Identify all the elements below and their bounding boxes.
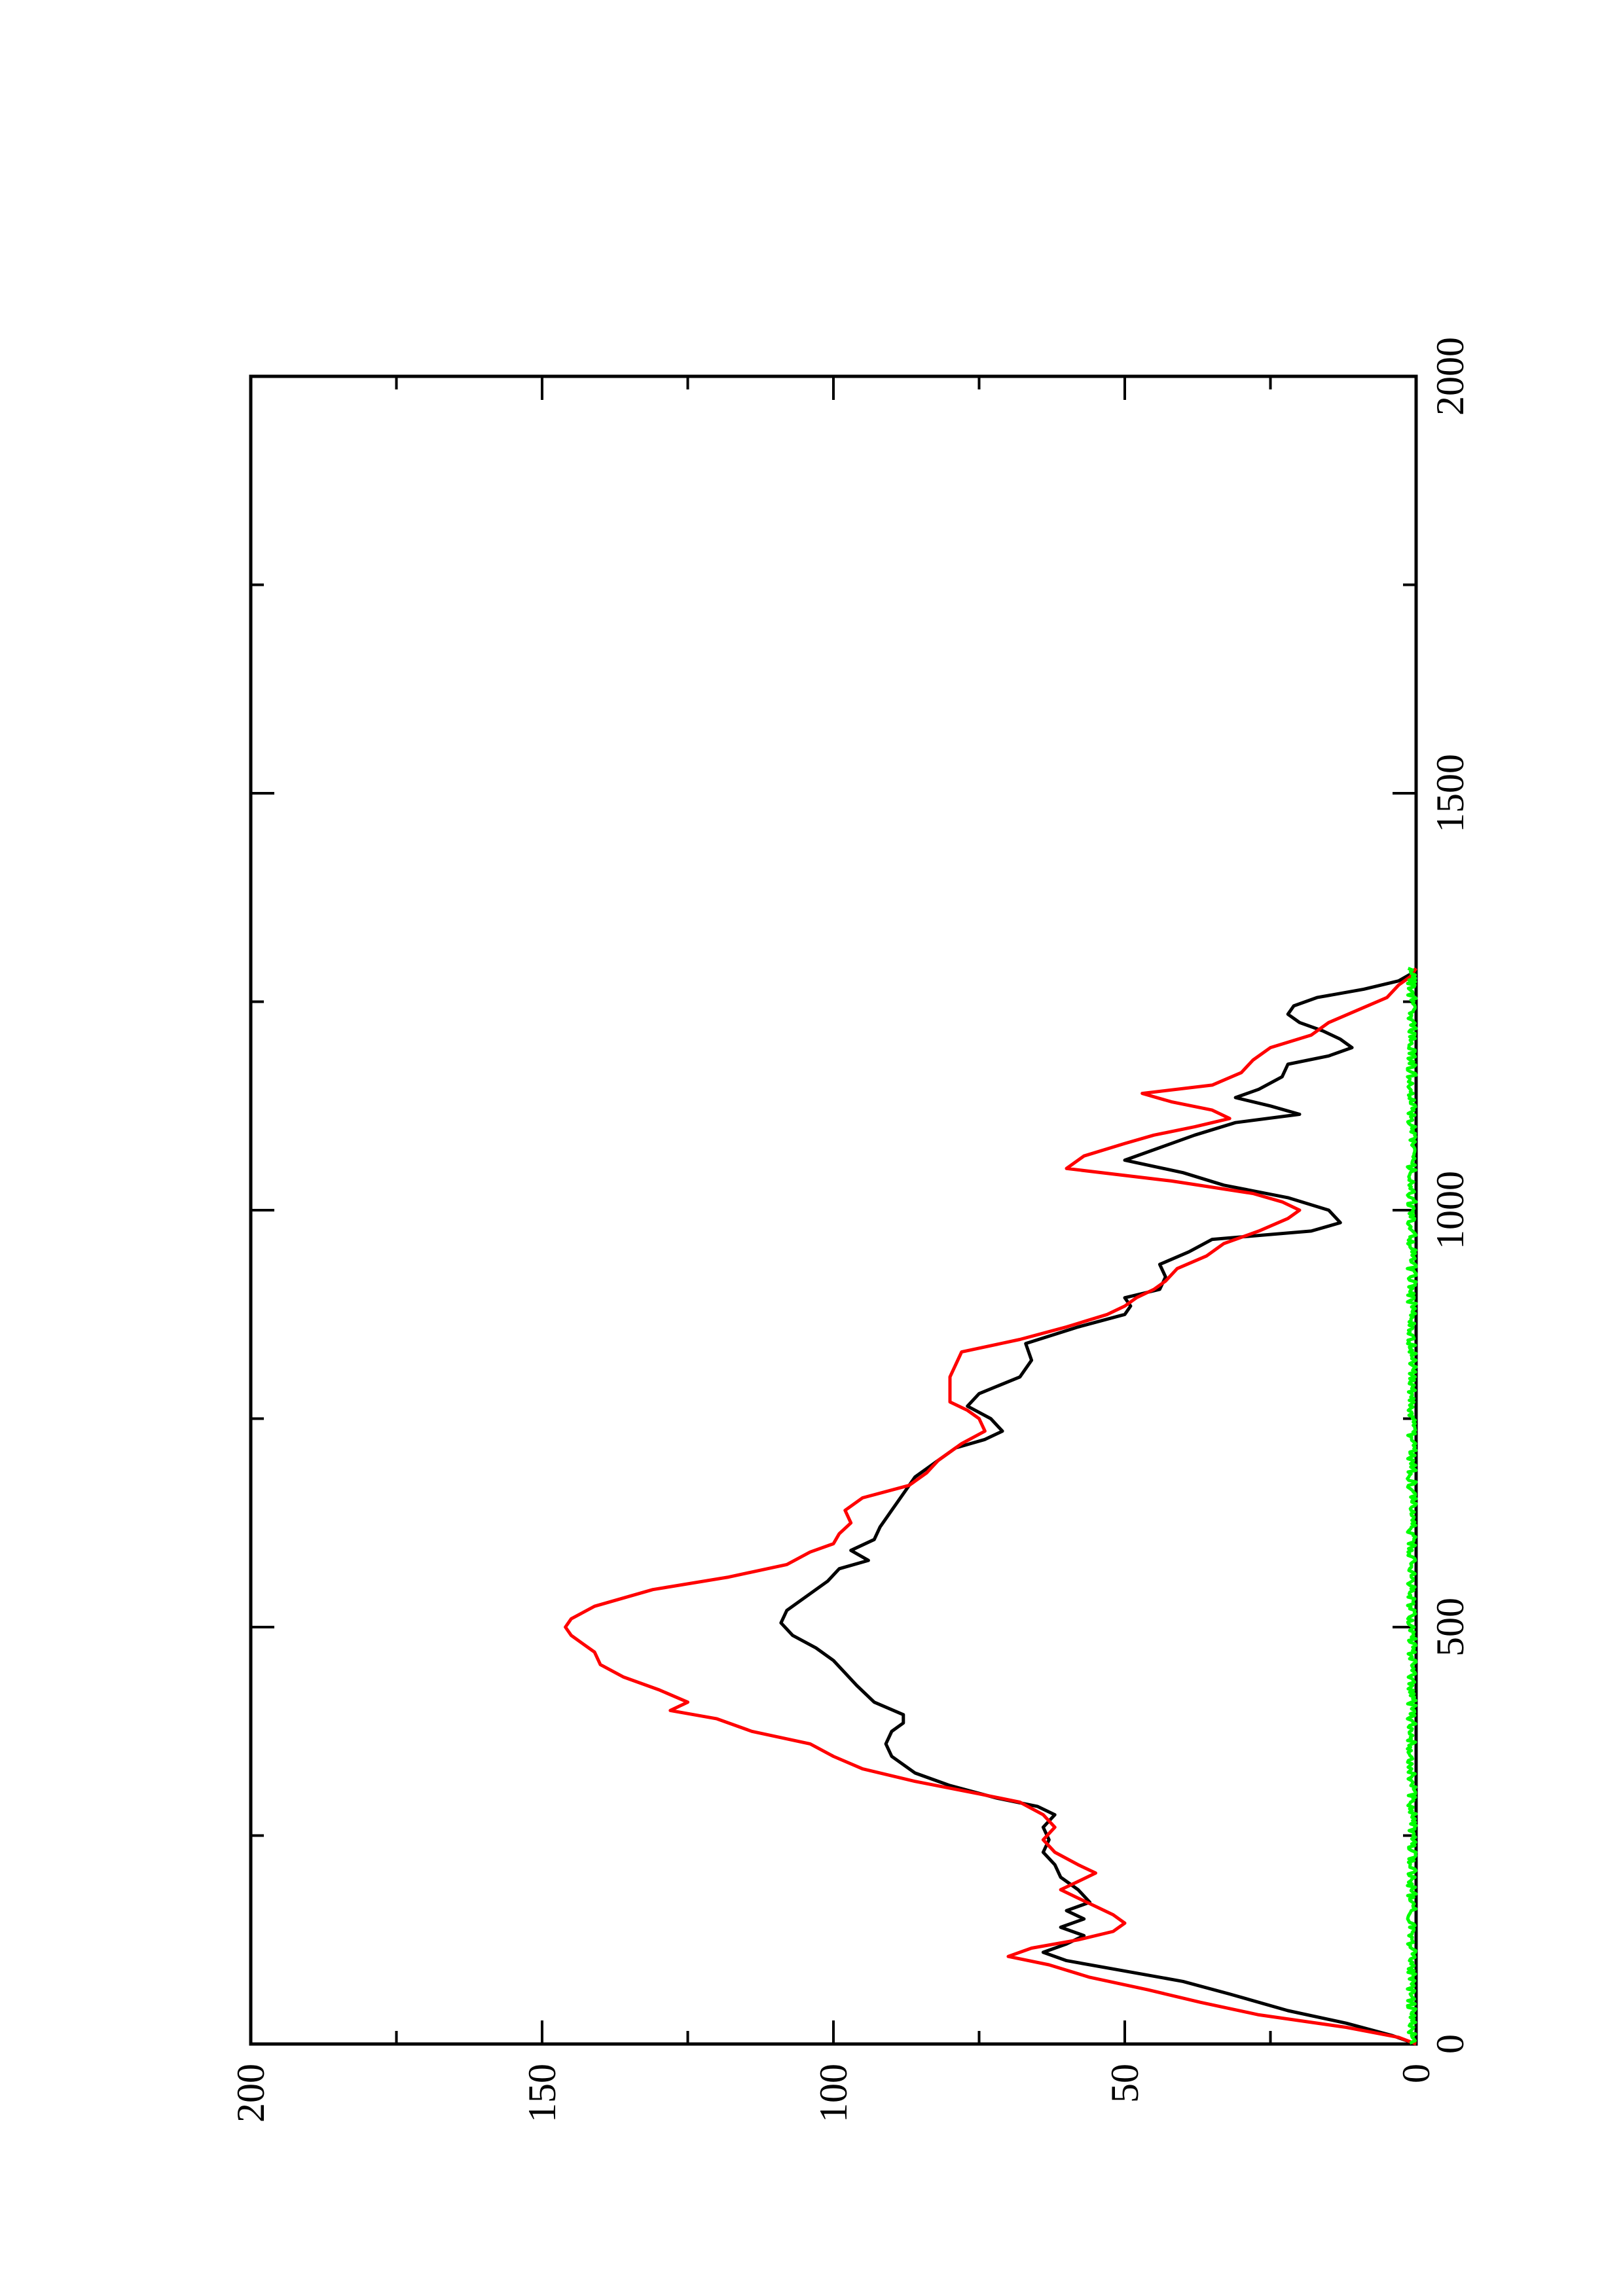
- x-tick-label: 1000: [1429, 1171, 1472, 1249]
- y-tick-label: 150: [520, 2064, 564, 2123]
- y-tick-label: 100: [812, 2064, 855, 2123]
- x-tick-label: 500: [1429, 1598, 1472, 1657]
- x-tick-label: 0: [1429, 2034, 1472, 2054]
- y-tick-label: 50: [1103, 2064, 1146, 2103]
- plot-border: [249, 374, 1418, 2046]
- series-line-1: [564, 967, 1418, 2046]
- series-line-2: [1406, 967, 1418, 2045]
- x-tick-label: 1500: [1429, 754, 1472, 833]
- ticks: [249, 375, 1417, 2045]
- plot-frame: [249, 374, 1418, 2046]
- series-layer: [564, 967, 1418, 2046]
- y-tick-label: 0: [1395, 2064, 1438, 2083]
- series-line-0: [779, 967, 1417, 2046]
- y-tick-label: 200: [229, 2064, 272, 2123]
- x-tick-label: 2000: [1429, 337, 1472, 416]
- tick-labels: 0 500 1000 1500 2000 0 50 100 150 200: [229, 337, 1472, 2123]
